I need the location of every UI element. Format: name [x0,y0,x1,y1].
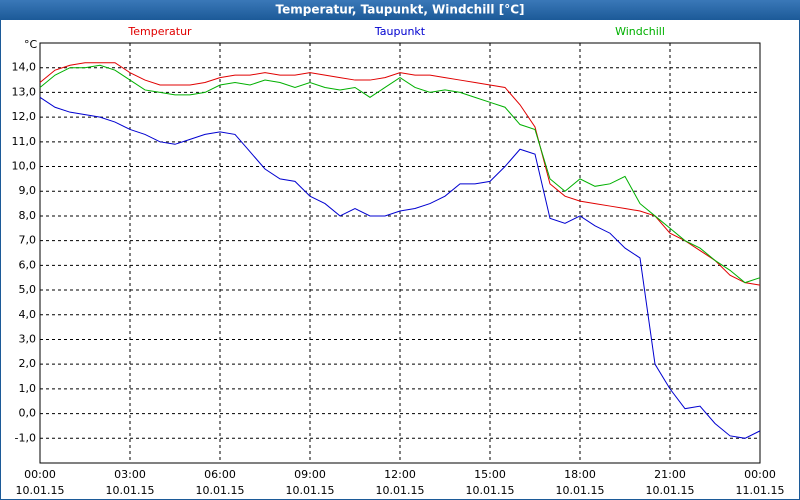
x-tick-date: 10.01.15 [556,484,605,497]
y-tick-label: 4,0 [19,308,37,321]
x-tick-date: 10.01.15 [646,484,695,497]
legend-entry: Temperatur [127,25,192,38]
y-tick-label: 0,0 [19,407,37,420]
y-tick-label: 11,0 [12,135,37,148]
y-axis-label: °C [24,38,38,51]
x-tick-label: 03:00 [114,468,146,481]
y-tick-label: 14,0 [12,61,37,74]
x-tick-date: 10.01.15 [286,484,335,497]
x-tick-date: 10.01.15 [196,484,245,497]
y-tick-label: 13,0 [12,85,37,98]
x-tick-label: 06:00 [204,468,236,481]
x-tick-label: 00:00 [744,468,776,481]
chart-title: Temperatur, Taupunkt, Windchill [°C] [276,3,525,17]
x-tick-label: 18:00 [564,468,596,481]
line-series [39,64,761,284]
x-tick-label: 21:00 [654,468,686,481]
x-tick-label: 15:00 [474,468,506,481]
y-tick-label: 6,0 [19,258,37,271]
x-tick-date: 10.01.15 [16,484,65,497]
line-series [39,96,761,439]
legend-entry: Windchill [615,25,665,38]
y-tick-label: 10,0 [12,160,37,173]
y-tick-label: 7,0 [19,234,37,247]
line-series [39,62,761,286]
x-tick-date: 10.01.15 [466,484,515,497]
title-bar [0,0,800,20]
y-tick-label: 1,0 [19,382,37,395]
y-tick-label: 8,0 [19,209,37,222]
y-tick-label: 2,0 [19,357,37,370]
x-tick-date: 11.01.15 [736,484,785,497]
plot-border [39,42,761,464]
legend-entry: Taupunkt [374,25,426,38]
x-tick-label: 12:00 [384,468,416,481]
y-tick-label: 3,0 [19,332,37,345]
x-tick-label: 00:00 [24,468,56,481]
x-tick-date: 10.01.15 [376,484,425,497]
y-tick-label: 5,0 [19,283,37,296]
y-tick-label: 9,0 [19,184,37,197]
x-tick-label: 09:00 [294,468,326,481]
y-tick-label: 12,0 [12,110,37,123]
y-tick-label: -1,0 [15,431,36,444]
x-tick-date: 10.01.15 [106,484,155,497]
